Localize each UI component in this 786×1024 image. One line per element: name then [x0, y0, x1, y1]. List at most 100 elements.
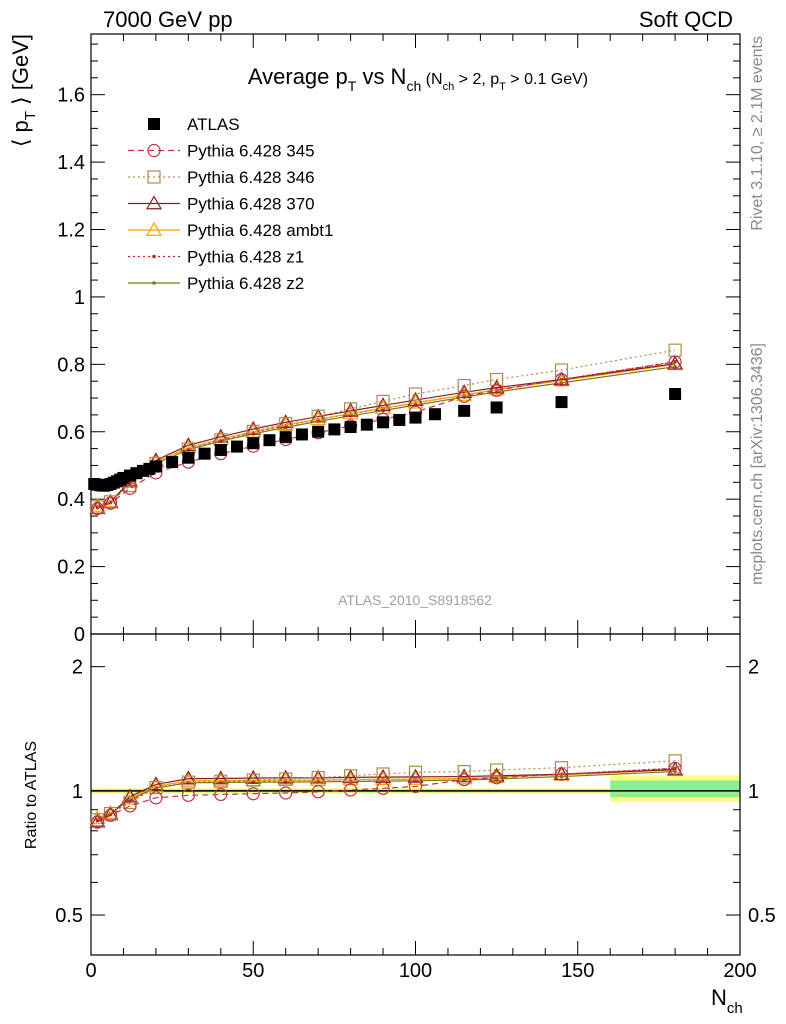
main-y-tick-label: 1.6 [57, 85, 85, 107]
legend-label: Pythia 6.428 370 [187, 195, 315, 214]
series-3-ratio-point [456, 768, 473, 783]
series-2-point [344, 402, 358, 416]
series-1-ratio-point [668, 761, 682, 776]
x-tick-label: 150 [561, 960, 594, 982]
series-3-point [488, 379, 505, 394]
atlas-point [360, 418, 373, 431]
atlas-point [295, 428, 308, 441]
main-y-tick-label: 1.2 [57, 220, 85, 242]
series-2-ratio-point [490, 763, 504, 777]
series-4-ratio-point [121, 790, 138, 805]
series-2-line [97, 349, 676, 508]
series-3-ratio-point [488, 767, 505, 782]
series-3-ratio-point [212, 770, 229, 785]
series-3-ratio-point [180, 770, 197, 785]
legend-item: Pythia 6.428 345 [128, 142, 315, 161]
atlas-point [247, 437, 260, 450]
series-1-line [97, 361, 676, 510]
series-1-ratio-point [311, 785, 325, 799]
series-3-point [212, 428, 229, 443]
series-2-ratio-point [408, 765, 423, 779]
atlas-point [214, 443, 227, 456]
legend-marker [145, 195, 163, 210]
series-4-point [342, 405, 359, 420]
series-1-ratio-point [181, 788, 195, 802]
series-1-ratio-point [554, 767, 569, 781]
legend-item: Pythia 6.428 z1 [128, 248, 304, 267]
legend-marker [145, 221, 163, 236]
series-6-point [559, 381, 564, 385]
series-4-ratio-point [375, 771, 392, 786]
legend-marker [147, 143, 161, 158]
series-3-ratio-point [277, 769, 294, 784]
series-1-ratio-point [90, 815, 105, 829]
series-2-point [408, 387, 423, 401]
atlas-point [344, 421, 357, 434]
ratio-y-tick-label-left: 2 [72, 657, 83, 679]
series-3-ratio-point [407, 768, 424, 783]
header-right: Soft QCD [639, 7, 733, 32]
series-3-point [553, 371, 570, 386]
series-atlas [88, 388, 682, 492]
mcplots-label: mcplots.cern.ch [arXiv:1306.3436] [749, 343, 766, 585]
series-2-ratio-point [457, 765, 471, 779]
series-4-ratio-line [97, 769, 676, 819]
atlas-point [231, 440, 244, 453]
ratio-panel: Ratio to ATLAS 0.5 0.5 1 1 2 2 [23, 633, 776, 956]
series-1-ratio [90, 761, 682, 829]
atlas-point [149, 460, 162, 473]
series-1-point [103, 496, 118, 510]
watermark: ATLAS_2010_S8918562 [338, 592, 492, 608]
legend: ATLAS Pythia 6.428 345 Pythia 6.428 346 Pyt… [128, 115, 333, 293]
series-4-ratio-point [180, 772, 197, 787]
series-3-point [407, 391, 424, 406]
legend-label: Pythia 6.428 ambt1 [187, 221, 333, 240]
atlas-point [458, 404, 471, 417]
series-6 [95, 364, 677, 509]
series-1-ratio-point [408, 779, 423, 794]
atlas-point [555, 396, 568, 409]
main-y-tick-label: 0.2 [57, 557, 85, 579]
series-6-ratio-line [97, 770, 676, 820]
series-4-point [488, 381, 505, 396]
legend-marker [147, 170, 161, 184]
series-4-ratio-point [342, 771, 359, 786]
rivet-label: Rivet 3.1.10, ≥ 2.1M events [749, 36, 766, 231]
series-2-ratio-point [344, 769, 358, 783]
legend-item: Pythia 6.428 370 [128, 195, 315, 214]
main-y-tick-label: 0.4 [57, 489, 85, 511]
series-3-point [342, 402, 359, 417]
series-1-ratio-point [103, 808, 118, 822]
series-4-line [97, 363, 676, 507]
series-1-point [457, 389, 471, 403]
legend-label: Pythia 6.428 346 [187, 168, 315, 187]
ratio-y-axis-label: Ratio to ATLAS [23, 741, 40, 849]
series-4-point [456, 386, 473, 401]
main-y-tick-label: 0 [74, 624, 85, 646]
series-2-point [554, 363, 569, 377]
legend-label: Pythia 6.428 z2 [187, 274, 304, 293]
series-3-ratio-point [342, 769, 359, 784]
atlas-point [182, 451, 195, 464]
ratio-y-tick-label-left: 1 [72, 781, 83, 803]
main-panel: Average pT vs Nch (Nch > 2, pT > 0.1 GeV… [8, 33, 741, 646]
legend-marker [148, 118, 160, 130]
atlas-point [428, 408, 441, 421]
legend-item: Pythia 6.428 346 [128, 168, 315, 187]
series-4-ratio-point [212, 772, 229, 787]
main-y-axis-label: ⟨ pT ⟩ [GeV] [8, 34, 39, 147]
series-2-point [279, 417, 293, 431]
legend-label: Pythia 6.428 345 [187, 142, 315, 161]
series-3-point [667, 355, 684, 370]
series-6-ratio-point [673, 769, 677, 774]
series-2-ratio-point [668, 754, 682, 768]
series-5 [95, 359, 677, 510]
series-2-point [457, 378, 471, 393]
series-2-ratio-point [214, 774, 228, 788]
series-2-point [311, 409, 325, 423]
series-3-point [375, 397, 392, 412]
main-y-tick-label: 1.4 [57, 152, 85, 174]
series-1-ratio-point [490, 771, 504, 785]
series-5-line [97, 361, 676, 509]
atlas-point [166, 456, 179, 469]
